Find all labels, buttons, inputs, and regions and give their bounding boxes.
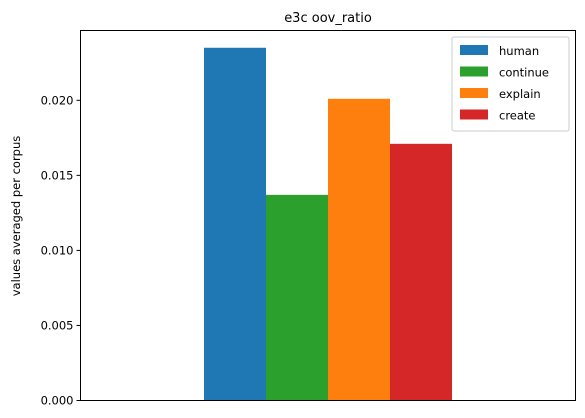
- y-tick-label: 0.005: [41, 318, 74, 332]
- y-axis-label: values averaged per corpus: [9, 136, 23, 297]
- legend-swatch-human: [460, 45, 488, 55]
- y-axis: 0.000 0.005 0.010 0.015 0.020: [41, 93, 81, 408]
- legend-label-create: create: [499, 109, 536, 123]
- bar-continue: [266, 194, 328, 401]
- bar-explain: [328, 98, 390, 401]
- legend-label-continue: continue: [499, 66, 549, 80]
- bar-create: [390, 143, 452, 401]
- y-tick-label: 0.000: [41, 394, 74, 408]
- legend-swatch-continue: [460, 66, 488, 77]
- legend: human continue explain create: [451, 36, 570, 132]
- legend-box: [451, 36, 570, 132]
- legend-label-human: human: [499, 44, 539, 58]
- y-tick-label: 0.015: [41, 168, 74, 182]
- y-tick-label: 0.020: [41, 93, 74, 107]
- legend-swatch-create: [460, 109, 488, 120]
- chart-title: e3c oov_ratio: [284, 11, 372, 26]
- plot-frame: [80, 30, 576, 401]
- legend-label-explain: explain: [499, 87, 541, 101]
- bar-human: [204, 47, 266, 401]
- legend-swatch-explain: [460, 88, 488, 98]
- y-tick-label: 0.010: [41, 243, 74, 257]
- bars-group: [204, 47, 452, 401]
